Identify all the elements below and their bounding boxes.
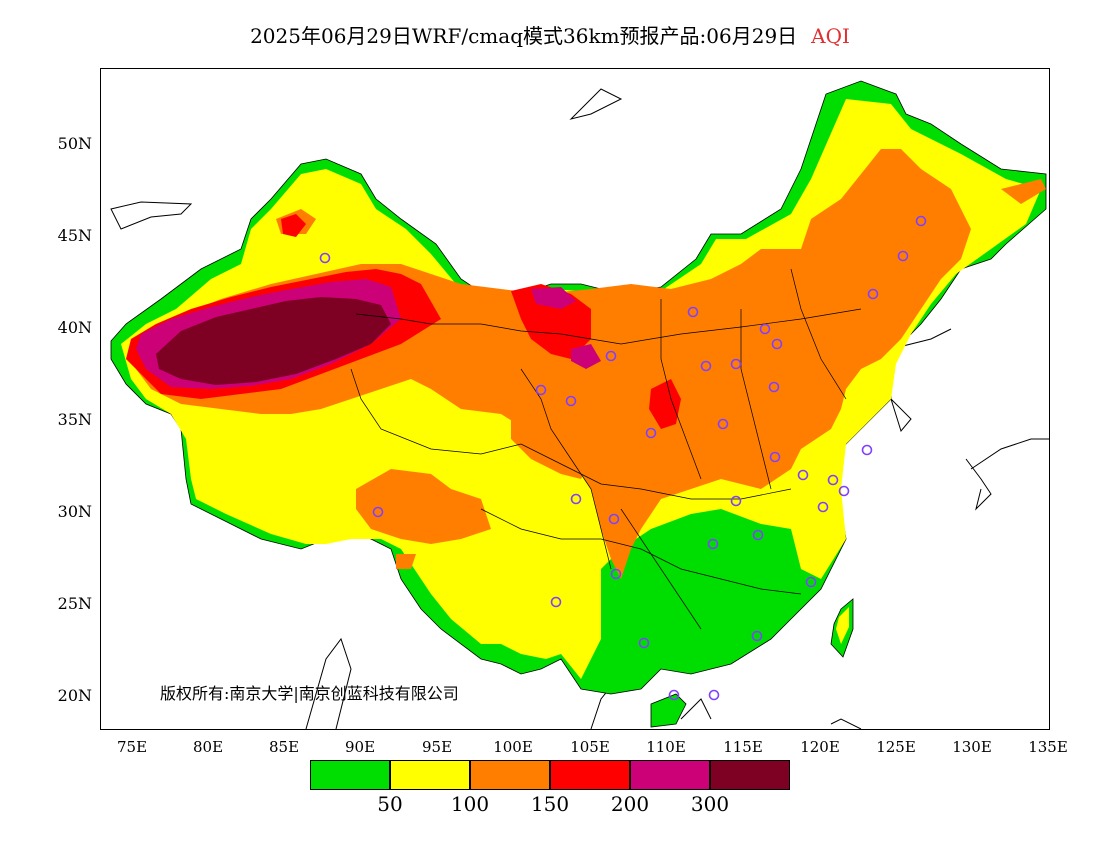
title-variable: AQI — [811, 24, 850, 48]
lon-label-95: 95E — [421, 738, 453, 756]
station-marker — [700, 360, 712, 372]
lon-label-130: 130E — [952, 738, 992, 756]
aqi-zone-maroon — [156, 297, 391, 385]
legend-swatch-0 — [310, 760, 390, 790]
lat-label-20: 20N — [57, 686, 92, 705]
lat-label-50: 50N — [57, 134, 92, 153]
legend-swatch-5 — [710, 760, 790, 790]
station-marker — [638, 637, 650, 649]
lat-label-30: 30N — [57, 502, 92, 521]
legend-swatch-1 — [390, 760, 470, 790]
lon-label-120: 120E — [800, 738, 840, 756]
lon-label-90: 90E — [344, 738, 376, 756]
lon-label-80: 80E — [192, 738, 224, 756]
legend-label-50: 50 — [377, 792, 403, 816]
station-marker — [610, 568, 622, 580]
station-marker — [771, 338, 783, 350]
lon-label-115: 115E — [723, 738, 763, 756]
station-marker — [867, 288, 879, 300]
station-marker — [827, 474, 839, 486]
station-marker — [730, 495, 742, 507]
aqi-zone-orange — [136, 149, 971, 579]
station-marker — [751, 630, 763, 642]
station-marker — [535, 384, 547, 396]
legend-swatch-4 — [630, 760, 710, 790]
legend-label-300: 300 — [690, 792, 730, 816]
station-marker — [759, 323, 771, 335]
station-marker — [550, 596, 562, 608]
station-marker — [805, 576, 817, 588]
title-main: 2025年06月29日WRF/cmaq模式36km预报产品:06月29日 — [250, 24, 798, 48]
station-marker — [668, 689, 680, 701]
legend-swatch-3 — [550, 760, 630, 790]
lon-label-125: 125E — [876, 738, 916, 756]
station-marker — [372, 506, 384, 518]
station-marker — [570, 493, 582, 505]
station-marker — [817, 501, 829, 513]
lat-label-40: 40N — [57, 318, 92, 337]
station-marker — [319, 252, 331, 264]
station-marker — [861, 444, 873, 456]
station-marker — [730, 358, 742, 370]
lat-label-45: 45N — [57, 226, 92, 245]
map-frame — [100, 68, 1050, 730]
lat-label-35: 35N — [57, 410, 92, 429]
station-marker — [717, 418, 729, 430]
station-marker — [838, 485, 850, 497]
lon-label-105: 105E — [570, 738, 610, 756]
aqi-field — [110, 80, 1047, 728]
station-marker — [605, 350, 617, 362]
station-marker — [687, 306, 699, 318]
lon-label-85: 85E — [268, 738, 300, 756]
map-title: 2025年06月29日WRF/cmaq模式36km预报产品:06月29日 AQI — [0, 20, 1100, 49]
station-marker — [608, 513, 620, 525]
legend-label-200: 200 — [610, 792, 650, 816]
station-marker — [707, 538, 719, 550]
station-marker — [645, 427, 657, 439]
station-marker — [708, 689, 720, 701]
legend-swatch-2 — [470, 760, 550, 790]
station-marker — [769, 451, 781, 463]
lon-label-135: 135E — [1028, 738, 1068, 756]
legend-label-100: 100 — [450, 792, 490, 816]
station-marker — [897, 250, 909, 262]
aqi-map — [110, 80, 1049, 729]
copyright-text: 版权所有:南京大学|南京创蓝科技有限公司 — [160, 684, 459, 703]
station-marker — [565, 395, 577, 407]
station-marker — [768, 381, 780, 393]
station-marker — [797, 469, 809, 481]
station-marker — [752, 529, 764, 541]
lon-label-100: 100E — [493, 738, 533, 756]
legend-label-150: 150 — [530, 792, 570, 816]
lat-label-25: 25N — [57, 594, 92, 613]
lon-label-75: 75E — [116, 738, 148, 756]
lon-label-110: 110E — [646, 738, 686, 756]
station-marker — [915, 215, 927, 227]
station-markers — [319, 215, 927, 701]
